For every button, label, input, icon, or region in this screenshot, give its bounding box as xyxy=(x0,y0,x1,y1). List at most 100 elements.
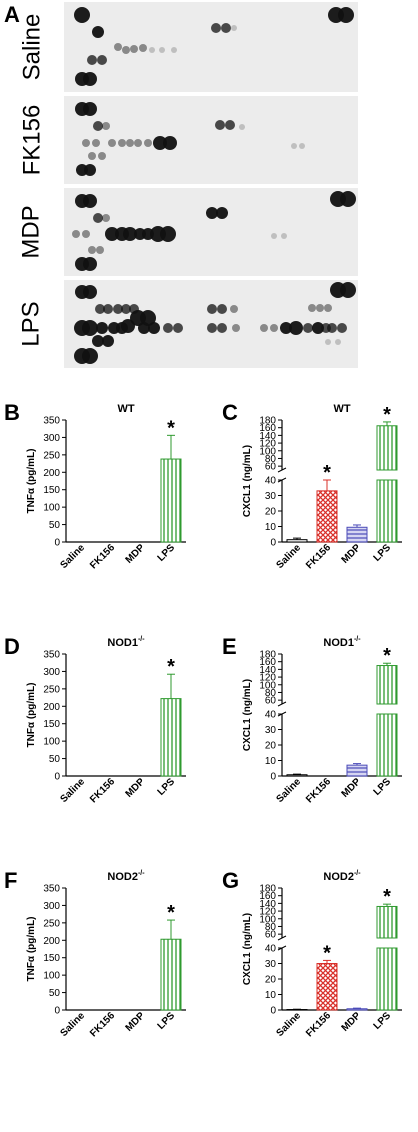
significance-star: * xyxy=(383,404,391,426)
y-tick-label: 0 xyxy=(270,772,276,783)
y-tick-label: 350 xyxy=(43,884,60,895)
blot-spot xyxy=(270,324,278,332)
y-axis-label: CXCL1 (ng/mL) xyxy=(242,913,253,985)
blot-spot xyxy=(159,47,165,53)
blot-spot xyxy=(130,45,138,53)
chart-title-superscript: -/- xyxy=(354,636,361,643)
blot-spot xyxy=(126,139,134,147)
y-tick-label: 160 xyxy=(259,891,276,902)
y-tick-label: 50 xyxy=(49,520,61,531)
blot-spot xyxy=(206,207,218,219)
y-tick-label: 60 xyxy=(265,696,277,707)
y-tick-label: 350 xyxy=(43,650,60,661)
x-tick-label: Saline xyxy=(275,776,304,805)
blot-spot xyxy=(82,139,90,147)
blot-spot xyxy=(340,191,356,207)
blot-mdp xyxy=(64,188,358,276)
bar xyxy=(346,764,368,777)
chart-title: NOD2-/- xyxy=(323,870,361,883)
blot-spot xyxy=(83,102,97,116)
blot-spot xyxy=(163,136,177,150)
x-tick-label: LPS xyxy=(372,776,394,798)
y-tick-label: 30 xyxy=(265,491,277,502)
blot-spot xyxy=(97,55,107,65)
chart-f: NOD2-/- TNFα (pg/mL) 0 50 100 150 200 250 300 350… xyxy=(26,870,186,1039)
blot-spot xyxy=(134,139,142,147)
y-tick-label: 120 xyxy=(259,907,276,918)
y-tick-label: 0 xyxy=(54,772,60,783)
axis-break-mark xyxy=(277,935,287,941)
bar xyxy=(160,458,182,543)
x-tick-label: MDP xyxy=(340,776,364,800)
y-axis-label: TNFα (pg/mL) xyxy=(26,916,37,981)
y-tick-label: 20 xyxy=(265,507,277,518)
blot-spot xyxy=(221,23,231,33)
bar xyxy=(346,1008,368,1011)
y-tick-label: 40 xyxy=(265,944,277,955)
blot-spot xyxy=(299,143,305,149)
y-tick-label: 180 xyxy=(259,416,276,427)
blot-spot xyxy=(83,72,97,86)
blot-spot xyxy=(340,282,356,298)
blot-spot xyxy=(337,323,347,333)
chart-g: NOD2-/-CXCL1 (ng/mL)01020304060801001201… xyxy=(242,870,402,1039)
chart-title-superscript: -/- xyxy=(354,870,361,877)
y-tick-label: 10 xyxy=(265,990,277,1001)
y-tick-label: 100 xyxy=(259,914,276,925)
bar xyxy=(160,938,182,1011)
x-tick-label: MDP xyxy=(124,1010,148,1034)
blot-spot xyxy=(83,194,97,208)
blot-spot xyxy=(144,139,152,147)
blot-spot xyxy=(92,335,104,347)
chart-title: WT xyxy=(333,403,350,415)
bar xyxy=(316,490,338,543)
y-tick-label: 150 xyxy=(43,953,60,964)
x-tick-label: Saline xyxy=(59,1010,88,1039)
blot-spot xyxy=(308,304,316,312)
panel-c-label: C xyxy=(222,400,238,425)
blot-spot xyxy=(82,320,98,336)
chart-title-superscript: -/- xyxy=(138,870,145,877)
blot-spot xyxy=(139,44,147,52)
blot-spot xyxy=(148,322,160,334)
blot-spot xyxy=(291,143,297,149)
blot-fk156 xyxy=(64,96,358,184)
panel-f-label: F xyxy=(4,868,18,893)
y-tick-label: 0 xyxy=(54,1006,60,1017)
bar xyxy=(346,526,368,543)
y-tick-label: 300 xyxy=(43,901,60,912)
y-tick-label: 100 xyxy=(43,737,60,748)
y-tick-label: 10 xyxy=(265,756,277,767)
blot-spot xyxy=(88,246,96,254)
blot-spot xyxy=(83,285,97,299)
blot-spot xyxy=(225,120,235,130)
blot-spot xyxy=(83,257,97,271)
blot-label-lps: LPS xyxy=(18,301,45,347)
y-tick-label: 150 xyxy=(43,719,60,730)
blot-spot xyxy=(102,122,110,130)
y-tick-label: 50 xyxy=(49,988,61,999)
y-tick-label: 100 xyxy=(259,446,276,457)
significance-star: * xyxy=(167,902,175,924)
blot-spot xyxy=(96,322,108,334)
blot-spot xyxy=(239,124,245,130)
chart-c: WT CXCL1 (ng/mL) 0 10 20 30 40 6080100120140160… xyxy=(242,403,402,571)
y-tick-label: 40 xyxy=(265,476,277,487)
y-tick-label: 120 xyxy=(259,439,276,450)
x-tick-label: LPS xyxy=(156,542,178,564)
blot-spot xyxy=(160,226,176,242)
x-tick-label: Saline xyxy=(275,1010,304,1039)
y-axis-label: CXCL1 (ng/mL) xyxy=(242,679,253,751)
bar xyxy=(376,479,398,543)
blot-spot xyxy=(149,47,155,53)
blot-spot xyxy=(211,23,221,33)
bar xyxy=(160,698,182,777)
blot-spot xyxy=(93,213,103,223)
x-tick-label: LPS xyxy=(156,1010,178,1032)
blot-spot xyxy=(118,139,126,147)
panel-d-label: D xyxy=(4,634,20,659)
blot-spot xyxy=(215,120,225,130)
blot-spot xyxy=(230,305,238,313)
bar xyxy=(376,713,398,777)
y-tick-label: 50 xyxy=(49,754,61,765)
